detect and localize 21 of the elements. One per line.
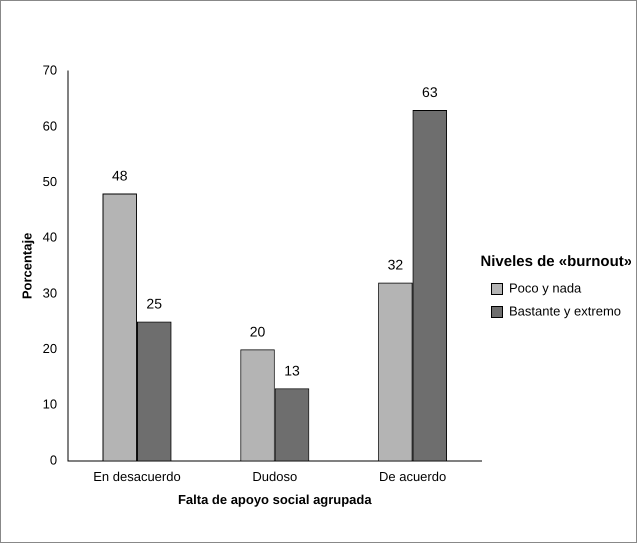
y-tick-label: 50 <box>42 174 58 189</box>
data-label: 63 <box>422 84 438 100</box>
data-label: 48 <box>112 167 128 184</box>
x-tick-label: De acuerdo <box>378 469 446 484</box>
y-tick-label: 60 <box>42 118 58 134</box>
legend-label: Poco y nada <box>509 280 582 296</box>
y-axis-title: Porcentaje <box>19 232 34 300</box>
y-tick-label: 20 <box>42 341 58 356</box>
y-tick-label: 30 <box>42 285 58 300</box>
x-tick-label: En desacuerdo <box>93 469 181 484</box>
data-label: 32 <box>388 256 404 272</box>
data-label: 20 <box>250 323 266 340</box>
y-tick-label: 10 <box>42 396 58 412</box>
y-tick-label: 70 <box>42 62 58 78</box>
y-tick-label: 40 <box>42 230 58 245</box>
legend-label: Bastante y extremo <box>509 304 621 319</box>
data-label: 25 <box>146 295 162 312</box>
y-tick-label: 0 <box>50 452 58 468</box>
x-tick-label: Dudoso <box>252 469 298 484</box>
x-axis-title: Falta de apoyo social agrupada <box>178 492 372 507</box>
data-label: 13 <box>284 362 300 378</box>
